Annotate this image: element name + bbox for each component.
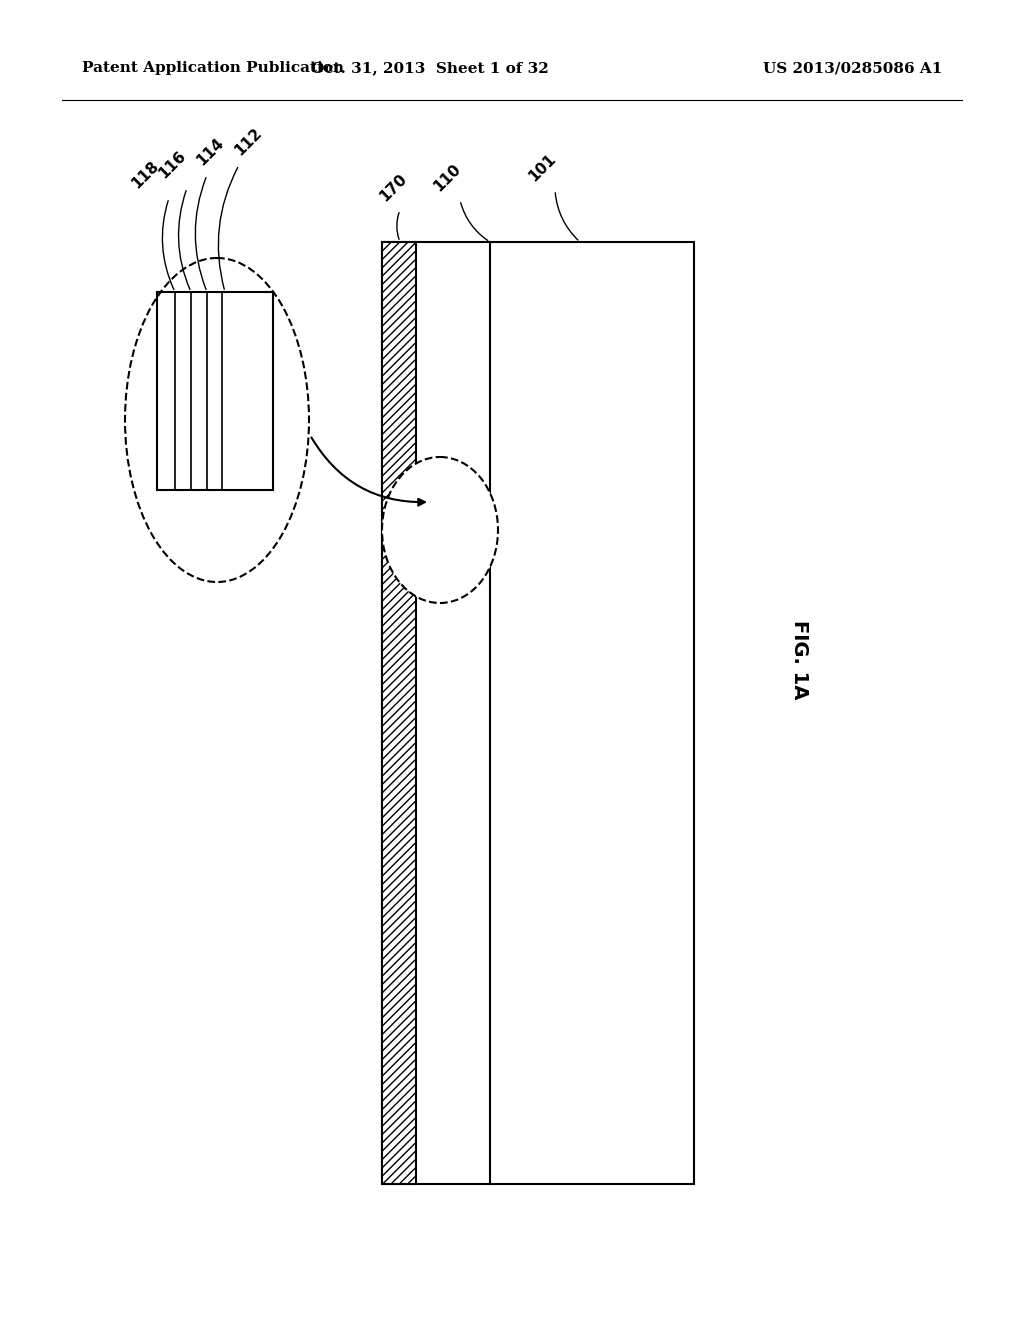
Text: 118: 118 — [129, 158, 162, 191]
Ellipse shape — [382, 457, 498, 603]
FancyArrowPatch shape — [461, 203, 487, 240]
FancyArrowPatch shape — [555, 193, 578, 240]
Text: 101: 101 — [525, 152, 558, 185]
Text: 114: 114 — [194, 136, 226, 169]
FancyArrowPatch shape — [397, 213, 399, 239]
Text: FIG. 1A: FIG. 1A — [791, 620, 810, 700]
Text: 116: 116 — [156, 148, 188, 182]
Bar — [382, 242, 416, 1184]
Bar — [157, 292, 273, 490]
FancyArrowPatch shape — [196, 178, 206, 289]
Bar — [382, 242, 416, 1184]
Text: US 2013/0285086 A1: US 2013/0285086 A1 — [763, 61, 942, 75]
Text: 112: 112 — [231, 125, 264, 158]
Text: 170: 170 — [377, 172, 410, 205]
Text: Oct. 31, 2013  Sheet 1 of 32: Oct. 31, 2013 Sheet 1 of 32 — [311, 61, 549, 75]
Text: Patent Application Publication: Patent Application Publication — [82, 61, 344, 75]
FancyArrowPatch shape — [311, 437, 425, 506]
FancyArrowPatch shape — [218, 168, 238, 289]
Bar — [382, 242, 694, 1184]
FancyArrowPatch shape — [163, 201, 174, 289]
Text: 110: 110 — [430, 161, 464, 194]
FancyArrowPatch shape — [178, 190, 189, 289]
